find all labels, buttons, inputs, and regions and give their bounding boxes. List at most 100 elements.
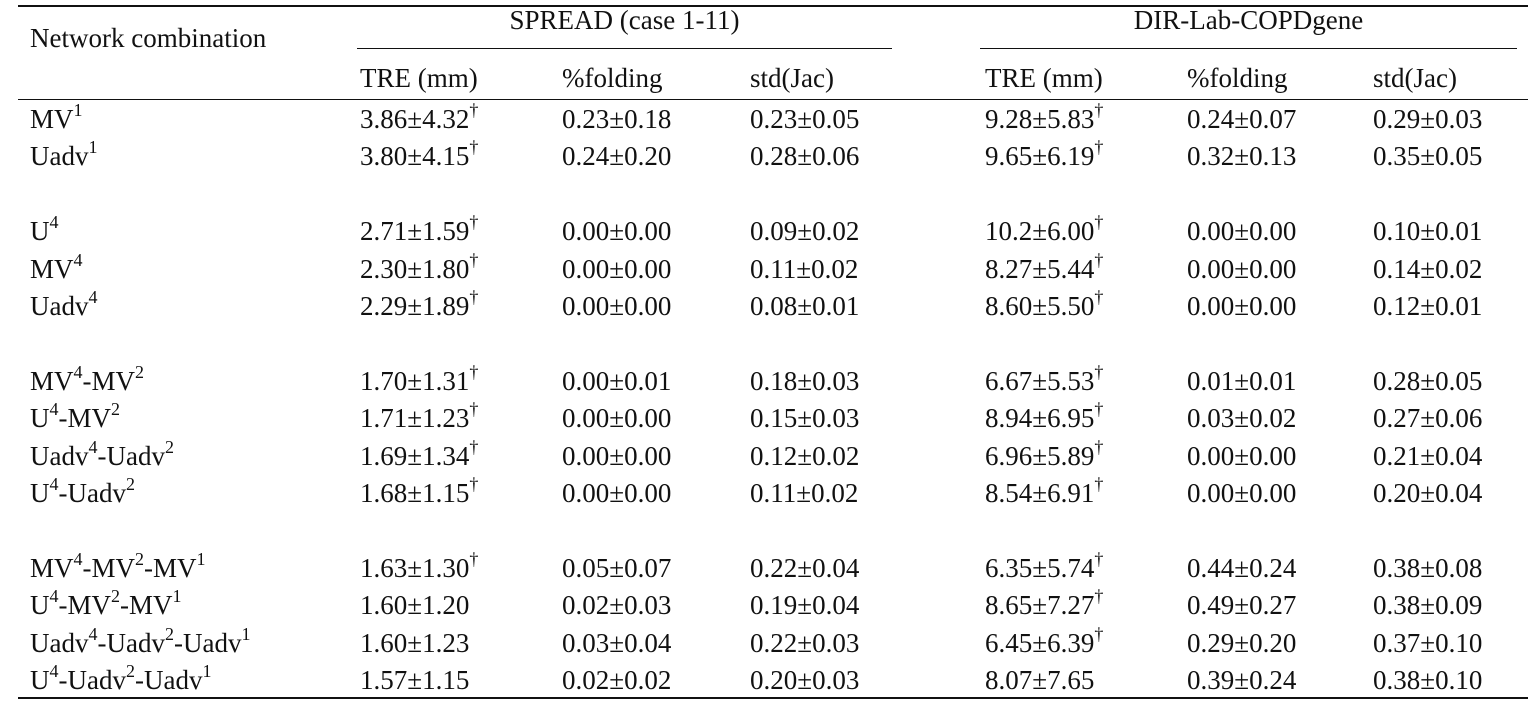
- table-cell: 0.38±0.10: [1373, 664, 1482, 696]
- superscript: †: [1094, 287, 1104, 307]
- superscript: 1: [73, 100, 83, 120]
- superscript: †: [1094, 623, 1104, 644]
- text-part: Uadv: [30, 291, 89, 321]
- superscript: †: [469, 474, 479, 494]
- superscript: 4: [88, 287, 98, 307]
- superscript: †: [469, 361, 479, 382]
- text-part: 0.28±0.05: [1373, 365, 1483, 396]
- table-cell: 0.03±0.04: [562, 627, 671, 659]
- table-cell: 1.63±1.30†: [360, 550, 478, 584]
- table-cell: 1.70±1.31†: [360, 361, 479, 397]
- text-part: U: [30, 478, 50, 508]
- table-cell: 3.86±4.32†: [360, 101, 478, 135]
- table-cell: 0.08±0.01: [750, 290, 859, 322]
- superscript: †: [1094, 436, 1104, 457]
- superscript: 1: [241, 623, 251, 644]
- text-part: 0.00±0.00: [1187, 291, 1297, 321]
- table-cell: 0.49±0.27: [1187, 589, 1296, 621]
- text-part: 0.00±0.00: [562, 216, 672, 247]
- superscript: 4: [73, 548, 83, 569]
- table-cell: 1.71±1.23†: [360, 399, 479, 434]
- table-cell: 1.60±1.23: [360, 627, 469, 659]
- group-rule: [980, 48, 1517, 49]
- row-name: MV4: [30, 251, 83, 285]
- table-cell: 0.22±0.04: [750, 552, 859, 584]
- table-cell: 10.2±6.00†: [985, 212, 1104, 247]
- superscript: 4: [49, 212, 59, 233]
- text-part: 0.29±0.03: [1373, 104, 1483, 134]
- row-name: MV4-MV2-MV1: [30, 548, 206, 584]
- text-part: U: [30, 403, 50, 434]
- text-part: 0.37±0.10: [1373, 627, 1483, 658]
- superscript: 4: [49, 586, 59, 607]
- table-cell: 3.80±4.15†: [360, 138, 478, 172]
- table-cell: 0.00±0.00: [562, 477, 671, 509]
- text-part: 0.00±0.00: [562, 440, 672, 471]
- text-part: 0.00±0.00: [562, 291, 672, 321]
- text-part: 1.63±1.30: [360, 552, 470, 583]
- superscript: †: [469, 212, 479, 233]
- text-part: 8.65±7.27: [985, 590, 1095, 621]
- text-part: 0.20±0.03: [750, 665, 860, 695]
- row-name: U4-MV2-MV1: [30, 586, 182, 621]
- text-part: 8.54±6.91: [985, 478, 1095, 508]
- text-part: Uadv: [30, 141, 89, 172]
- text-part: 0.32±0.13: [1187, 141, 1297, 172]
- top-rule: [18, 5, 1528, 7]
- table-cell: 2.29±1.89†: [360, 287, 479, 322]
- superscript: †: [469, 287, 479, 307]
- table-cell: 6.45±6.39†: [985, 623, 1104, 659]
- text-part: 1.60±1.20: [360, 590, 470, 621]
- table-cell: 9.65±6.19†: [985, 137, 1104, 172]
- text-part: -MV: [144, 552, 197, 583]
- superscript: †: [1094, 249, 1104, 270]
- table-cell: 1.69±1.34†: [360, 438, 478, 472]
- text-part: 0.20±0.04: [1373, 478, 1483, 508]
- header-rule: [18, 99, 1528, 100]
- superscript: 2: [125, 661, 135, 681]
- superscript: 4: [49, 399, 59, 420]
- table-cell: 6.67±5.53†: [985, 363, 1103, 397]
- table-cell: 0.14±0.02: [1373, 253, 1482, 285]
- text-part: 0.00±0.00: [1187, 216, 1297, 247]
- text-part: 2.30±1.80: [360, 253, 470, 284]
- table-cell: 0.37±0.10: [1373, 627, 1482, 659]
- column-header: TRE (mm): [985, 63, 1103, 93]
- text-part: 0.35±0.05: [1373, 141, 1483, 172]
- superscript: †: [469, 399, 479, 420]
- text-part: -Uadv: [97, 627, 165, 658]
- row-name: Uadv4: [30, 287, 98, 322]
- text-part: 0.09±0.02: [750, 216, 860, 247]
- table-cell: 0.05±0.07: [562, 552, 671, 584]
- table-cell: 0.32±0.13: [1187, 140, 1296, 172]
- text-part: 1.60±1.23: [360, 627, 470, 658]
- text-part: 0.03±0.02: [1187, 403, 1297, 434]
- table-cell: 0.29±0.20: [1187, 627, 1296, 659]
- text-part: 0.22±0.04: [750, 552, 860, 583]
- text-part: 8.07±7.65: [985, 665, 1095, 695]
- text-part: 0.10±0.01: [1373, 216, 1483, 247]
- text-part: Uadv: [30, 627, 89, 658]
- text-part: 3.80±4.15: [360, 141, 470, 172]
- text-part: MV: [30, 365, 74, 396]
- table-cell: 8.54±6.91†: [985, 475, 1103, 509]
- table-cell: 2.30±1.80†: [360, 251, 478, 285]
- text-part: -MV: [58, 590, 112, 621]
- superscript: †: [1094, 212, 1104, 233]
- column-header: %folding: [562, 63, 663, 93]
- table-cell: 6.35±5.74†: [985, 548, 1104, 584]
- superscript: †: [1094, 137, 1104, 158]
- table-cell: 0.39±0.24: [1187, 664, 1296, 696]
- column-header: std(Jac): [1373, 63, 1457, 93]
- text-part: -MV: [58, 403, 112, 434]
- text-part: U: [30, 665, 50, 695]
- table-cell: 0.24±0.07: [1187, 103, 1296, 135]
- text-part: -Uadv: [134, 665, 203, 695]
- text-part: 0.01±0.01: [1187, 365, 1297, 396]
- superscript: 2: [135, 361, 145, 382]
- text-part: 6.35±5.74: [985, 552, 1095, 583]
- header-first: Network combination: [30, 23, 267, 53]
- text-part: 0.02±0.03: [562, 590, 672, 621]
- superscript: †: [1094, 548, 1104, 569]
- text-part: Uadv: [30, 440, 89, 471]
